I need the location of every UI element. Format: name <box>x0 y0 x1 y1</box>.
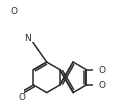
Text: O: O <box>98 66 105 74</box>
Text: N: N <box>24 34 31 43</box>
Text: O: O <box>10 7 17 16</box>
Text: O: O <box>19 92 26 101</box>
Text: O: O <box>98 81 105 90</box>
